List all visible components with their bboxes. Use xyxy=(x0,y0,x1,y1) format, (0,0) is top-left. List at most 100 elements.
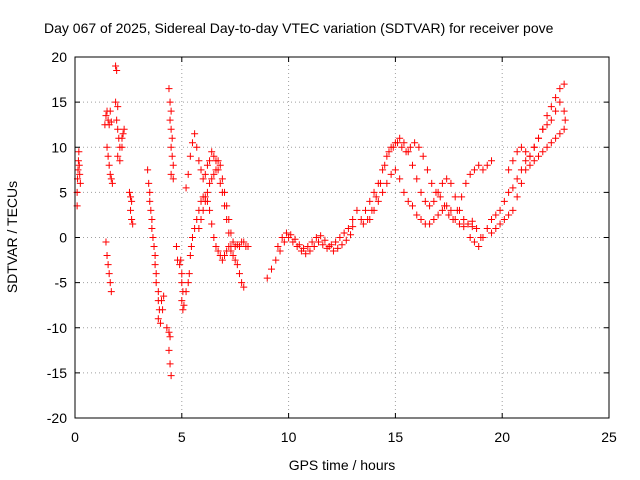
data-point xyxy=(466,170,474,178)
data-point xyxy=(379,188,387,196)
data-point xyxy=(208,175,216,183)
data-point xyxy=(104,152,112,160)
data-point xyxy=(535,152,543,160)
data-point xyxy=(500,215,508,223)
data-point xyxy=(492,211,500,219)
data-point xyxy=(547,139,555,147)
data-point xyxy=(434,211,442,219)
data-point xyxy=(195,157,203,165)
data-point xyxy=(227,247,235,255)
data-point xyxy=(460,223,468,231)
data-point xyxy=(400,139,408,147)
data-point xyxy=(177,256,185,264)
data-point xyxy=(513,148,521,156)
data-point xyxy=(187,243,195,251)
data-point xyxy=(114,125,122,133)
data-point xyxy=(325,243,333,251)
chart-title: Day 067 of 2025, Sidereal Day-to-day VTE… xyxy=(44,20,554,36)
x-axis-title: GPS time / hours xyxy=(289,457,396,473)
data-point xyxy=(105,270,113,278)
data-point xyxy=(336,234,344,241)
data-point xyxy=(108,179,116,187)
y-tick-label: 15 xyxy=(51,94,67,110)
y-tick-label: 10 xyxy=(51,139,67,155)
data-point xyxy=(466,234,474,241)
data-point xyxy=(342,236,350,244)
data-point xyxy=(556,85,564,93)
data-point xyxy=(214,247,222,255)
data-point xyxy=(167,143,175,151)
data-point xyxy=(306,247,314,255)
data-point xyxy=(366,197,374,205)
data-point xyxy=(185,270,193,278)
series-arc-12 xyxy=(195,193,235,264)
data-point xyxy=(191,130,199,138)
data-point xyxy=(225,229,233,237)
data-point xyxy=(150,243,158,251)
data-point xyxy=(291,235,299,243)
data-point xyxy=(102,112,110,120)
data-point xyxy=(496,206,504,214)
data-point xyxy=(188,139,196,147)
data-point xyxy=(415,143,423,151)
data-point xyxy=(530,143,538,151)
data-point xyxy=(127,193,135,201)
data-point xyxy=(526,161,534,169)
data-point xyxy=(475,161,483,169)
data-point xyxy=(206,206,214,214)
data-point xyxy=(479,166,487,174)
data-point xyxy=(201,170,209,178)
data-point xyxy=(125,188,133,196)
data-point xyxy=(357,215,365,223)
data-point xyxy=(166,333,174,341)
data-point xyxy=(151,261,159,269)
data-point xyxy=(144,166,152,174)
data-points xyxy=(73,62,569,380)
data-point xyxy=(552,107,560,115)
data-point xyxy=(274,243,282,251)
data-point xyxy=(464,220,472,228)
data-point xyxy=(225,243,233,251)
data-point xyxy=(426,220,434,228)
data-point xyxy=(430,197,438,205)
data-point xyxy=(543,112,551,120)
data-point xyxy=(473,224,481,232)
data-point xyxy=(176,261,184,269)
data-point xyxy=(116,157,124,165)
data-point xyxy=(436,193,444,201)
data-point xyxy=(197,166,205,174)
data-point xyxy=(218,256,226,264)
y-tick-label: -20 xyxy=(47,410,67,426)
data-point xyxy=(376,179,384,187)
data-point xyxy=(127,206,135,214)
data-point xyxy=(166,116,174,124)
x-tick-label: 15 xyxy=(388,429,404,445)
data-point xyxy=(453,206,461,214)
data-point xyxy=(522,157,530,165)
data-point xyxy=(118,143,126,151)
data-point xyxy=(400,188,408,196)
data-point xyxy=(488,157,496,165)
data-point xyxy=(561,116,569,124)
data-point xyxy=(462,179,470,187)
data-point xyxy=(295,241,303,249)
data-point xyxy=(149,234,157,241)
data-point xyxy=(526,152,534,160)
data-point xyxy=(539,148,547,156)
data-point xyxy=(165,346,173,354)
data-point xyxy=(106,279,114,287)
data-point xyxy=(186,152,194,160)
data-point xyxy=(148,224,156,232)
data-point xyxy=(408,161,416,169)
data-point xyxy=(221,202,229,210)
data-point xyxy=(483,224,491,232)
data-point xyxy=(475,243,483,251)
data-point xyxy=(496,220,504,228)
data-point xyxy=(361,206,369,214)
data-point xyxy=(167,107,175,115)
data-point xyxy=(240,283,248,291)
x-tick-label: 0 xyxy=(71,429,79,445)
data-point xyxy=(340,229,348,237)
data-point xyxy=(479,234,487,241)
data-point xyxy=(218,175,226,183)
